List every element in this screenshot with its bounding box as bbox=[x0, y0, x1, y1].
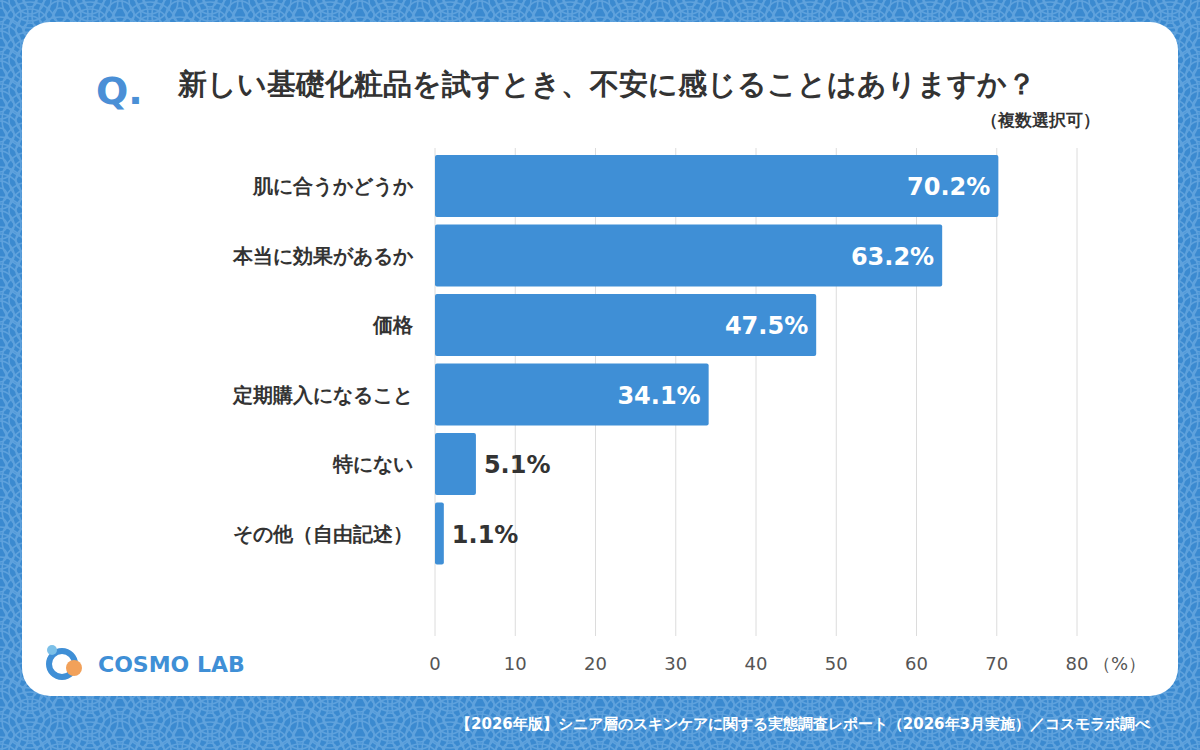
title: 新しい基礎化粧品を試すとき、不安に感じることはありますか？ bbox=[177, 67, 1036, 101]
category-label: 定期購入になること bbox=[232, 383, 413, 407]
data-label: 63.2% bbox=[851, 243, 934, 271]
card bbox=[22, 22, 1178, 696]
category-label: 特にない bbox=[332, 452, 413, 476]
title-prefix: Q. bbox=[96, 69, 143, 113]
category-label: 本当に効果があるか bbox=[232, 244, 414, 268]
tick-label: 10 bbox=[504, 653, 527, 674]
bars bbox=[435, 155, 998, 565]
axis-title: （%） bbox=[1093, 653, 1146, 674]
grid-line bbox=[996, 148, 997, 636]
labels: 肌に合うかどうか 70.2% 本当に効果があるか 63.2% 価格 47.5% 定期購入にな… bbox=[232, 173, 990, 549]
data-label: 5.1% bbox=[484, 451, 551, 479]
subtitle: （複数選択可） bbox=[981, 110, 1100, 130]
bar bbox=[435, 433, 476, 495]
grid-line bbox=[916, 148, 917, 636]
tick-label: 50 bbox=[825, 653, 848, 674]
background bbox=[0, 0, 1200, 750]
data-label: 47.5% bbox=[725, 312, 808, 340]
logo-text: COSMO LAB bbox=[98, 652, 245, 677]
tick-label: 20 bbox=[584, 653, 607, 674]
category-label: 肌に合うかどうか bbox=[252, 174, 414, 198]
tick-label: 30 bbox=[664, 653, 687, 674]
tick-label: 80 bbox=[1066, 653, 1089, 674]
source: 【2026年版】シニア層のスキンケアに関する実態調査レポート（2026年3月実施… bbox=[456, 715, 1151, 733]
logo: COSMO LAB bbox=[47, 645, 245, 677]
grid-line bbox=[836, 148, 837, 636]
grid-line bbox=[756, 148, 757, 636]
data-label: 70.2% bbox=[907, 173, 990, 201]
bar bbox=[435, 364, 709, 426]
tick-label: 60 bbox=[905, 653, 928, 674]
bar bbox=[435, 155, 998, 217]
tick-label: 70 bbox=[985, 653, 1008, 674]
bar bbox=[435, 503, 444, 565]
data-label: 1.1% bbox=[452, 521, 519, 549]
category-label: その他（自由記述） bbox=[233, 522, 413, 546]
grid-line bbox=[1077, 148, 1078, 636]
bar bbox=[435, 294, 816, 356]
bar bbox=[435, 225, 942, 287]
grid bbox=[435, 148, 1077, 636]
tick-label: 40 bbox=[745, 653, 768, 674]
category-label: 価格 bbox=[372, 313, 414, 337]
chart-root: Q. 新しい基礎化粧品を試すとき、不安に感じることはありますか？ （複数選択可） 0 1… bbox=[0, 0, 1200, 750]
data-label: 34.1% bbox=[617, 382, 700, 410]
tick-label: 0 bbox=[429, 653, 440, 674]
